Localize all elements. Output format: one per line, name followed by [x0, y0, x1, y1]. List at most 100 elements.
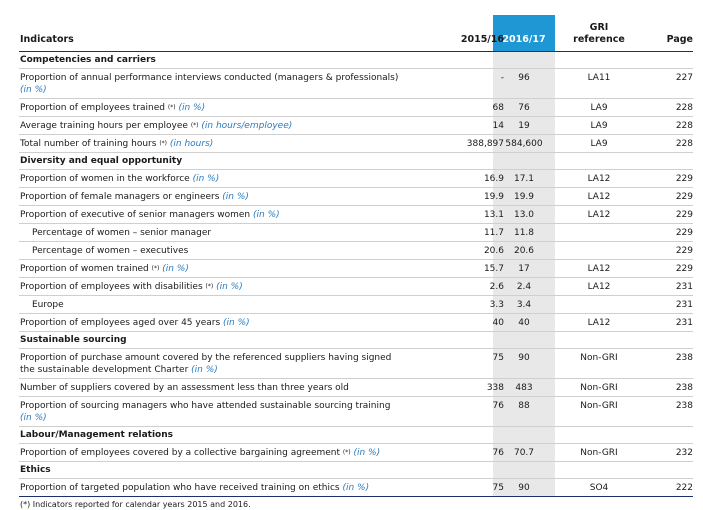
table-body: Competencies and carriers Proportion of a…: [19, 52, 693, 497]
indicator-text: Proportion of female managers or enginee…: [20, 191, 220, 202]
indicator-text: Proportion of employees covered by a col…: [20, 447, 341, 458]
value-2016-17: 13.0: [513, 209, 535, 220]
table-row: Percentage of women – senior manager 11.7…: [19, 224, 693, 242]
gri-reference: LA11: [587, 72, 611, 83]
indicator-text: Number of suppliers covered by an assess…: [20, 382, 349, 393]
value-2016-17: 2.4: [516, 281, 532, 292]
value-2016-17: 70.7: [513, 447, 535, 458]
table-header: Indicators 2015/16 2016/17 GRI reference…: [19, 0, 693, 52]
indicator-label: Proportion of executive of senior manage…: [19, 209, 405, 221]
indicator-text: Total number of training hours: [20, 138, 157, 149]
gri-reference: SO4: [589, 482, 609, 493]
unit-label: (in %): [178, 102, 206, 113]
page-number: 228: [675, 102, 693, 113]
page-number: 231: [675, 299, 693, 310]
value-2016-17: 90: [518, 482, 530, 493]
page-number: 228: [675, 138, 693, 149]
page-number: 229: [675, 209, 693, 220]
value-2015-16: 13.1: [483, 209, 504, 220]
page-number: 238: [675, 382, 693, 393]
value-2016-17: 3.4: [516, 299, 532, 310]
value-2015-16: 11.7: [483, 227, 504, 238]
value-2016-17: 19: [518, 120, 530, 131]
table-row: Proportion of purchase amount covered by…: [19, 349, 693, 379]
section-label: Sustainable sourcing: [20, 335, 127, 345]
indicator-text: Average training hours per employee: [20, 120, 188, 131]
footnote-marker: (*): [205, 282, 214, 290]
section-heading: Ethics: [19, 462, 693, 479]
value-2016-17: 17: [518, 263, 530, 274]
gri-reference: Non-GRI: [580, 382, 618, 393]
header-2016-17: 2016/17: [502, 34, 546, 45]
gri-reference: LA12: [587, 209, 611, 220]
value-2016-17: 40: [518, 317, 530, 328]
table-row: Proportion of executive of senior manage…: [19, 206, 693, 224]
gri-reference: Non-GRI: [580, 400, 618, 411]
section-heading: Diversity and equal opportunity: [19, 153, 693, 170]
unit-label: (in hours/employee): [201, 120, 293, 131]
page-number: 229: [675, 263, 693, 274]
indicator-label: Proportion of employees aged over 45 yea…: [19, 317, 405, 329]
value-2015-16: 68: [492, 102, 504, 113]
table-row: Proportion of annual performance intervi…: [19, 69, 693, 99]
value-2015-16: 75: [492, 482, 504, 493]
unit-label: (in %): [223, 317, 250, 328]
page-number: 232: [675, 447, 693, 458]
indicator-label: Total number of training hours (*) (in h…: [19, 138, 405, 150]
indicator-label: Proportion of purchase amount covered by…: [19, 352, 405, 376]
indicator-text: Proportion of purchase amount covered by…: [20, 352, 392, 375]
value-2016-17: 88: [518, 400, 530, 411]
indicator-label: Proportion of employees with disabilitie…: [19, 281, 405, 293]
indicator-text: Proportion of targeted population who ha…: [20, 482, 340, 493]
value-2015-16: -: [500, 72, 504, 83]
section-heading: Labour/Management relations: [19, 427, 693, 444]
table-row: Proportion of employees with disabilitie…: [19, 278, 693, 296]
indicator-text: Proportion of executive of senior manage…: [20, 209, 251, 220]
section-heading: Sustainable sourcing: [19, 332, 693, 349]
table-row: Percentage of women – executives 20.6 20.6…: [19, 242, 693, 260]
value-2015-16: 75: [492, 352, 504, 363]
gri-reference: LA12: [587, 317, 611, 328]
section-label: Labour/Management relations: [20, 430, 173, 440]
value-2015-16: 15.7: [483, 263, 504, 274]
table-row: Europe 3.3 3.4 231: [19, 296, 693, 314]
table-row: Proportion of employees aged over 45 yea…: [19, 314, 693, 332]
value-2015-16: 19.9: [483, 191, 504, 202]
gri-reference: LA9: [590, 120, 608, 131]
gri-reference: LA12: [587, 263, 611, 274]
gri-reference: Non-GRI: [580, 352, 618, 363]
indicator-text: Proportion of annual performance intervi…: [20, 72, 399, 83]
value-2015-16: 20.6: [483, 245, 504, 256]
value-2015-16: 76: [492, 400, 504, 411]
indicator-label: Number of suppliers covered by an assess…: [19, 382, 405, 394]
section-label: Competencies and carriers: [20, 55, 156, 65]
value-2015-16: 3.3: [489, 299, 504, 310]
value-2015-16: 16.9: [483, 173, 504, 184]
unit-label: (in %): [191, 364, 218, 375]
indicator-label: Percentage of women – executives: [19, 245, 417, 257]
table-row: Proportion of women trained (*) (in %) 15…: [19, 260, 693, 278]
page-number: 231: [675, 281, 693, 292]
indicator-text: Proportion of employees aged over 45 yea…: [20, 317, 221, 328]
gri-reference: LA12: [587, 281, 611, 292]
indicator-label: Proportion of women in the workforce (in…: [19, 173, 405, 185]
value-2016-17: 20.6: [513, 245, 535, 256]
gri-reference: LA12: [587, 191, 611, 202]
value-2016-17: 584,600: [505, 138, 543, 149]
value-2016-17: 76: [518, 102, 530, 113]
unit-label: (in %): [222, 191, 249, 202]
page-number: 222: [675, 482, 693, 493]
highlight-header-2016: [493, 15, 555, 51]
indicator-text: Europe: [32, 299, 64, 310]
page-number: 228: [675, 120, 693, 131]
value-2016-17: 90: [518, 352, 530, 363]
page-number: 229: [675, 173, 693, 184]
page-number: 229: [675, 191, 693, 202]
gri-reference: Non-GRI: [580, 447, 618, 458]
indicator-text: Percentage of women – executives: [32, 245, 189, 256]
gri-reference: LA12: [587, 173, 611, 184]
section-label: Diversity and equal opportunity: [20, 156, 183, 166]
section-heading: Competencies and carriers: [19, 52, 693, 69]
page-number: 229: [675, 227, 693, 238]
indicator-label: Proportion of sourcing managers who have…: [19, 400, 405, 424]
